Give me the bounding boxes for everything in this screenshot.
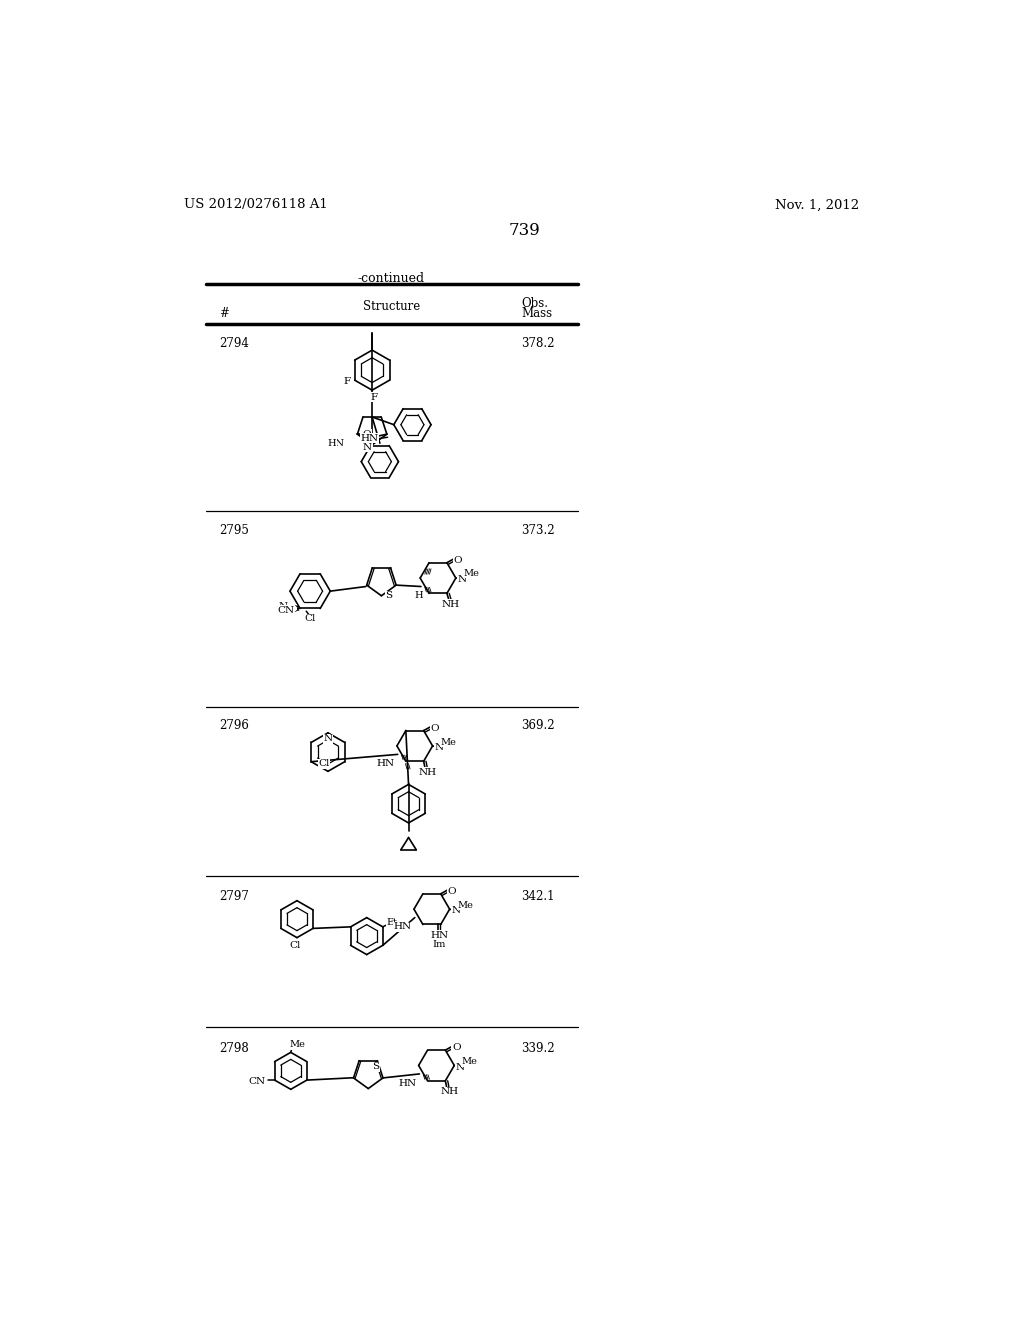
Text: 739: 739 (509, 222, 541, 239)
Text: 2794: 2794 (219, 337, 249, 350)
Text: Obs.: Obs. (521, 297, 548, 310)
Text: 339.2: 339.2 (521, 1043, 555, 1056)
Text: Cl: Cl (304, 614, 315, 623)
Text: H: H (328, 438, 336, 447)
Text: O: O (430, 723, 439, 733)
Text: 342.1: 342.1 (521, 890, 554, 903)
Text: N: N (335, 438, 344, 447)
Text: N: N (434, 743, 443, 752)
Text: N: N (452, 907, 461, 915)
Text: 2796: 2796 (219, 719, 249, 733)
Text: -continued: -continued (358, 272, 425, 285)
Text: Et: Et (387, 917, 397, 927)
Text: 2795: 2795 (219, 524, 249, 537)
Text: NH: NH (441, 599, 460, 609)
Text: Cl: Cl (290, 941, 301, 950)
Text: 369.2: 369.2 (521, 719, 555, 733)
Text: N: N (362, 442, 372, 451)
Text: N: N (456, 1063, 465, 1072)
Text: N: N (279, 602, 288, 611)
Text: N: N (458, 576, 467, 583)
Text: Nov. 1, 2012: Nov. 1, 2012 (775, 198, 859, 211)
Text: N: N (284, 605, 292, 614)
Text: NH: NH (419, 767, 436, 776)
Text: S: S (386, 591, 393, 601)
Text: H: H (414, 591, 423, 601)
Text: Me: Me (289, 1040, 305, 1049)
Text: HN: HN (430, 931, 449, 940)
Text: HN: HN (377, 759, 395, 768)
Text: CN: CN (248, 1077, 265, 1086)
Text: Me: Me (457, 900, 473, 909)
Text: HN: HN (360, 433, 379, 442)
Text: CN: CN (278, 606, 295, 615)
Text: S: S (373, 1063, 379, 1072)
Text: US 2012/0276118 A1: US 2012/0276118 A1 (183, 198, 328, 211)
Text: F: F (370, 392, 377, 401)
Text: 378.2: 378.2 (521, 337, 554, 350)
Text: #: # (219, 308, 229, 319)
Text: O: O (362, 430, 371, 438)
Text: 2798: 2798 (219, 1043, 249, 1056)
Text: 373.2: 373.2 (521, 524, 555, 537)
Text: O: O (447, 887, 456, 896)
Text: HN: HN (398, 1078, 417, 1088)
Text: N: N (324, 734, 333, 743)
Text: NH: NH (440, 1088, 459, 1096)
Text: O: O (454, 556, 462, 565)
Text: Me: Me (462, 1057, 478, 1067)
Text: C: C (289, 605, 297, 614)
Text: Mass: Mass (521, 308, 552, 319)
Text: F: F (343, 378, 350, 387)
Text: O: O (452, 1043, 461, 1052)
Text: HN: HN (394, 923, 412, 932)
Text: 2797: 2797 (219, 890, 249, 903)
Text: Cl: Cl (318, 759, 330, 768)
Text: Structure: Structure (362, 300, 420, 313)
Text: Im: Im (432, 940, 445, 949)
Text: Me: Me (440, 738, 456, 747)
Text: Me: Me (464, 569, 479, 578)
